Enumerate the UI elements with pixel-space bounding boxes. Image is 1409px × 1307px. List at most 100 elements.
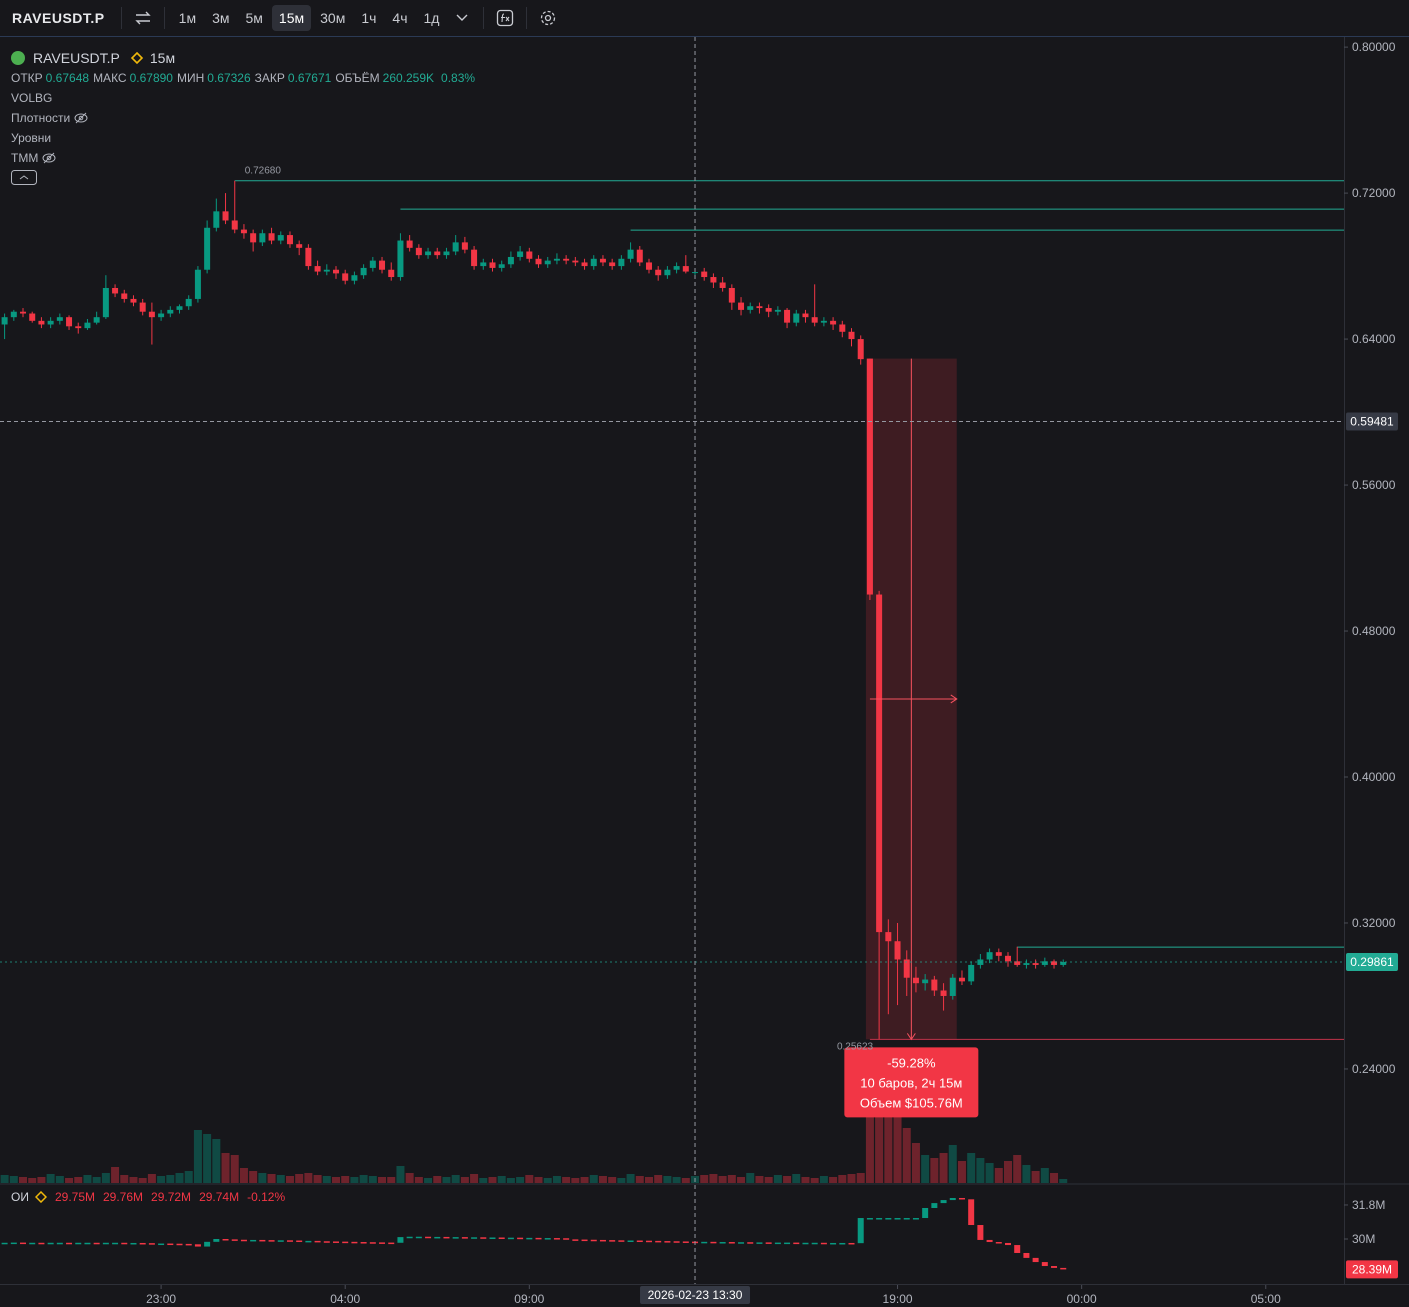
oi-bar [1032, 1257, 1039, 1263]
hidden-icon[interactable] [74, 112, 88, 124]
oi-bar [434, 1236, 441, 1239]
oi-bar [231, 1239, 238, 1241]
volume-bar [773, 1175, 782, 1183]
compare-button[interactable] [128, 4, 158, 32]
oi-bar [222, 1238, 229, 1241]
indicator-name: VOLBG [11, 91, 53, 105]
volume-bar [608, 1177, 617, 1183]
crosshair-y-label: 0.59481 [1350, 415, 1394, 429]
crosshair-y-badge [1346, 412, 1398, 431]
oi-bar [876, 1218, 883, 1220]
separator [120, 7, 122, 29]
indicator-row: VOLBG [11, 88, 479, 108]
interval-button[interactable]: 1д [423, 10, 440, 26]
candle-body [544, 260, 551, 265]
volume-bar [460, 1177, 469, 1183]
status-dot [11, 51, 25, 65]
candle-body [645, 262, 652, 270]
oi-bar [1060, 1267, 1067, 1270]
symbol-button[interactable]: RAVEUSDT.P [12, 10, 105, 26]
candle-body [1051, 961, 1058, 965]
hidden-icon[interactable] [42, 152, 56, 164]
volume-bar [1013, 1155, 1022, 1183]
interval-dropdown[interactable] [447, 4, 477, 32]
candle-body [130, 298, 137, 303]
candle-body [857, 339, 864, 360]
oi-bar [250, 1239, 257, 1242]
volume-bar [147, 1174, 156, 1183]
volume-bar [46, 1174, 55, 1183]
volume-bar [433, 1176, 442, 1183]
oi-bar [425, 1236, 432, 1239]
volume-bar [37, 1177, 46, 1183]
oi-bar [995, 1242, 1002, 1244]
candle-body [194, 269, 201, 299]
candle-body [1005, 955, 1011, 962]
oi-bar [784, 1242, 791, 1245]
y-tick-label: 0.80000 [1352, 40, 1396, 54]
volume-bar [921, 1155, 930, 1183]
interval-button[interactable]: 3м [212, 10, 230, 26]
oi-bar [866, 1218, 873, 1220]
oi-bar [286, 1240, 293, 1242]
volume-bar [359, 1175, 368, 1183]
oi-bar [480, 1237, 487, 1239]
candle-body [507, 256, 514, 265]
legend-field-label: ЗАКР [254, 71, 285, 85]
oi-bar [75, 1242, 82, 1245]
collapse-button[interactable] [11, 170, 37, 186]
oi-bar [572, 1239, 579, 1241]
oi-bar [1041, 1262, 1048, 1267]
settings-button[interactable] [533, 4, 563, 32]
candle-body [995, 952, 1002, 956]
oi-bar [360, 1242, 367, 1244]
separator [163, 7, 165, 29]
candle-body [443, 251, 450, 256]
exchange-icon [34, 1191, 47, 1203]
oi-bar [415, 1236, 422, 1239]
interval-button[interactable]: 30м [320, 10, 346, 26]
separator [526, 7, 528, 29]
candle-body [1032, 963, 1039, 965]
volume-bar [239, 1168, 248, 1183]
candle-body [949, 977, 956, 996]
candle-body [1060, 962, 1067, 965]
volume-bar [598, 1176, 607, 1183]
oi-bar [240, 1239, 247, 1242]
volume-bar [55, 1176, 64, 1183]
interval-button[interactable]: 1м [178, 10, 197, 26]
candle-body [618, 258, 625, 267]
oi-bar [599, 1239, 606, 1242]
oi-bar [351, 1241, 358, 1244]
candle-body [958, 977, 965, 982]
volume-bar [157, 1176, 166, 1183]
volume-bar [138, 1178, 147, 1183]
oi-bar [342, 1241, 349, 1244]
candle-body [1023, 963, 1030, 965]
candle-body [756, 306, 763, 309]
oi-bar [544, 1238, 551, 1240]
volume-bar [672, 1177, 681, 1183]
volume-bar [580, 1177, 589, 1183]
oi-bar [213, 1238, 220, 1242]
candle-body [379, 260, 386, 270]
oi-bar [535, 1237, 542, 1240]
interval-button[interactable]: 4ч [392, 10, 408, 26]
interval-group: 1м 3м 5м 15м 30м 1ч 4ч 1д [171, 5, 448, 31]
candle-body [250, 233, 257, 243]
toolbar: RAVEUSDT.P 1м 3м 5м 15м 30м 1ч 4ч 1д [0, 0, 1409, 37]
volume-bar [847, 1174, 856, 1183]
interval-button[interactable]: 15м [271, 5, 312, 31]
candle-body [517, 251, 524, 257]
candle-body [553, 258, 560, 261]
oi-bar [167, 1243, 174, 1246]
volume-bar [111, 1167, 120, 1183]
volume-bar [350, 1177, 359, 1183]
interval-button[interactable]: 1ч [361, 10, 377, 26]
y-tick-label: 0.32000 [1352, 916, 1396, 930]
volume-bar [368, 1176, 377, 1183]
interval-button[interactable]: 5м [245, 10, 263, 26]
volume-bar [764, 1177, 773, 1183]
indicators-button[interactable] [490, 4, 520, 32]
candle-body [581, 262, 588, 267]
